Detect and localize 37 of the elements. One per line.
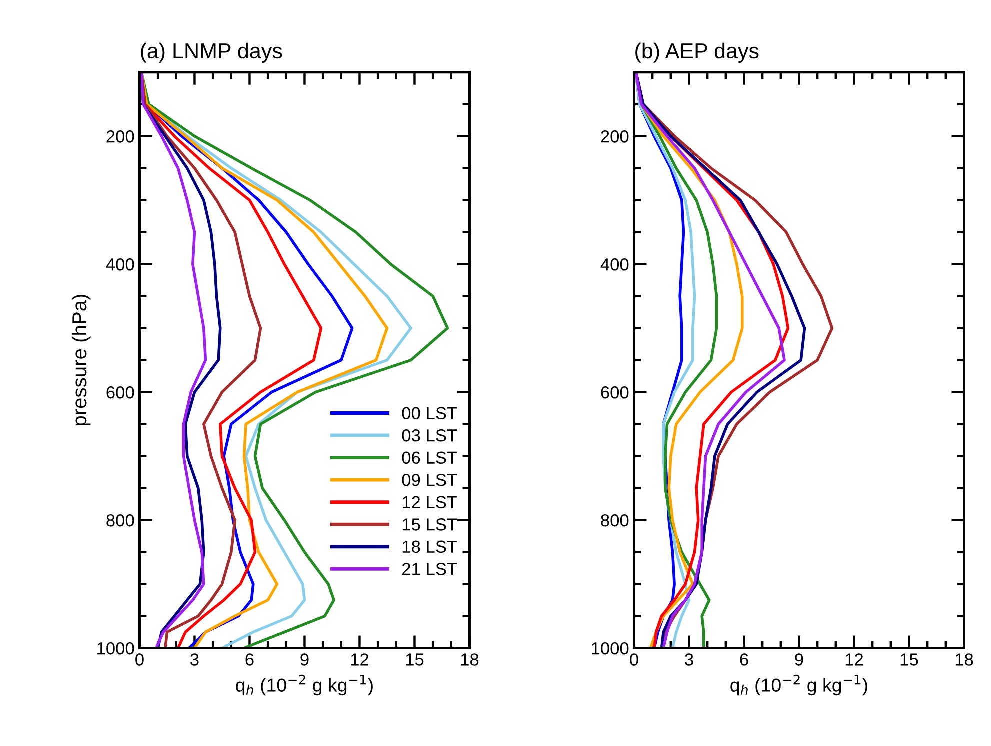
x-tick-label: 6: [246, 654, 254, 666]
x-axis-title: q$_{h}$ (10$^{−2}$ g kg$^{−1}$): [730, 674, 868, 696]
y-tick-label: 200: [106, 130, 134, 143]
y-tick-label: 600: [106, 386, 134, 399]
legend-label: 00 LST: [402, 407, 458, 420]
x-tick-label: 9: [300, 654, 309, 666]
x-tick-label: 0: [136, 654, 144, 666]
y-tick-label: 800: [601, 514, 629, 527]
x-tick-label: 12: [846, 654, 864, 666]
y-tick-label: 400: [600, 258, 629, 271]
x-tick-label: 15: [406, 654, 424, 666]
x-tick-label: 15: [900, 654, 918, 666]
x-tick-label: 18: [956, 654, 974, 666]
x-tick-label: 12: [351, 654, 369, 666]
legend-label: 12 LST: [402, 496, 458, 509]
x-tick-label: 3: [685, 654, 694, 666]
y-tick-label: 800: [106, 514, 134, 527]
y-tick-label: 200: [601, 130, 629, 143]
x-tick-label: 18: [461, 654, 479, 666]
legend-label: 09 LST: [402, 474, 458, 486]
y-tick-label: 400: [106, 258, 134, 271]
legend-label: 03 LST: [402, 429, 458, 442]
y-tick-label: 600: [601, 386, 629, 399]
x-tick-label: 0: [630, 654, 638, 666]
x-tick-label: 3: [190, 654, 199, 666]
y-tick-label: 1000: [592, 642, 629, 655]
legend-label: 18 LST: [402, 540, 458, 554]
y-tick-label: 1000: [98, 642, 134, 655]
x-tick-label: 6: [740, 654, 748, 666]
legend-label: 06 LST: [402, 452, 458, 464]
legend-label: 21 LST: [402, 563, 458, 576]
legend-label: 15 LST: [402, 518, 458, 531]
x-axis-title: q$_{h}$ (10$^{−2}$ g kg$^{−1}$): [236, 674, 373, 696]
x-tick-label: 9: [795, 654, 804, 666]
chart-title: (a) LNMP days: [141, 42, 282, 63]
y-axis-title: pressure (hPa): [72, 294, 91, 426]
chart-title: (b) AEP days: [636, 42, 759, 63]
